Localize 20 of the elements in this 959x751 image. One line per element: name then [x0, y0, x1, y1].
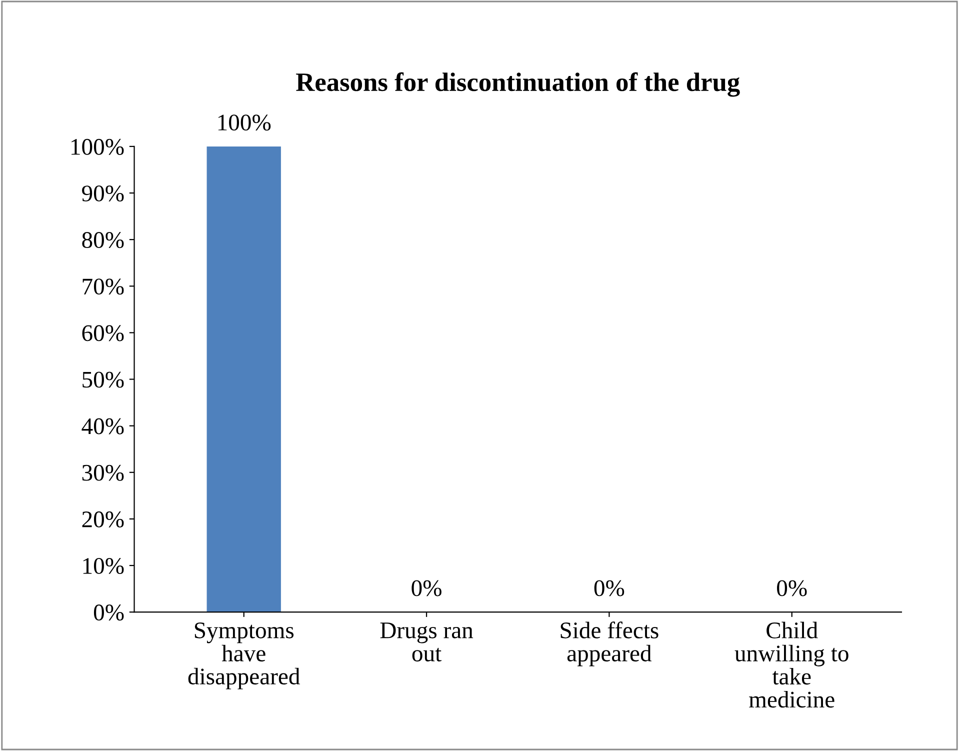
- y-tick-label: 90%: [82, 186, 124, 202]
- data-label: 0%: [594, 580, 624, 596]
- x-tick-label: Side ffects appeared: [560, 622, 658, 666]
- y-tick-label: 50%: [82, 372, 124, 388]
- x-tick-label: Symptoms have disappeared: [188, 622, 300, 690]
- x-tick-label: Child unwilling to take medicine: [734, 622, 848, 708]
- chart-title: Reasons for discontinuation of the drug: [296, 72, 740, 97]
- y-tick-label: 80%: [82, 232, 124, 248]
- y-tick-label: 70%: [82, 278, 124, 295]
- data-label: 0%: [777, 580, 807, 596]
- x-tick-label: Drugs ran out: [380, 622, 474, 662]
- y-tick-label: 30%: [82, 464, 124, 481]
- data-label: 0%: [412, 580, 442, 596]
- y-tick-label: 0%: [94, 604, 124, 621]
- y-tick-label: 100%: [72, 138, 124, 155]
- data-label: 100%: [218, 114, 271, 131]
- y-tick-label: 10%: [83, 558, 124, 574]
- y-tick-label: 60%: [82, 325, 124, 342]
- y-tick-label: 20%: [82, 511, 124, 528]
- y-tick-label: 40%: [82, 418, 124, 434]
